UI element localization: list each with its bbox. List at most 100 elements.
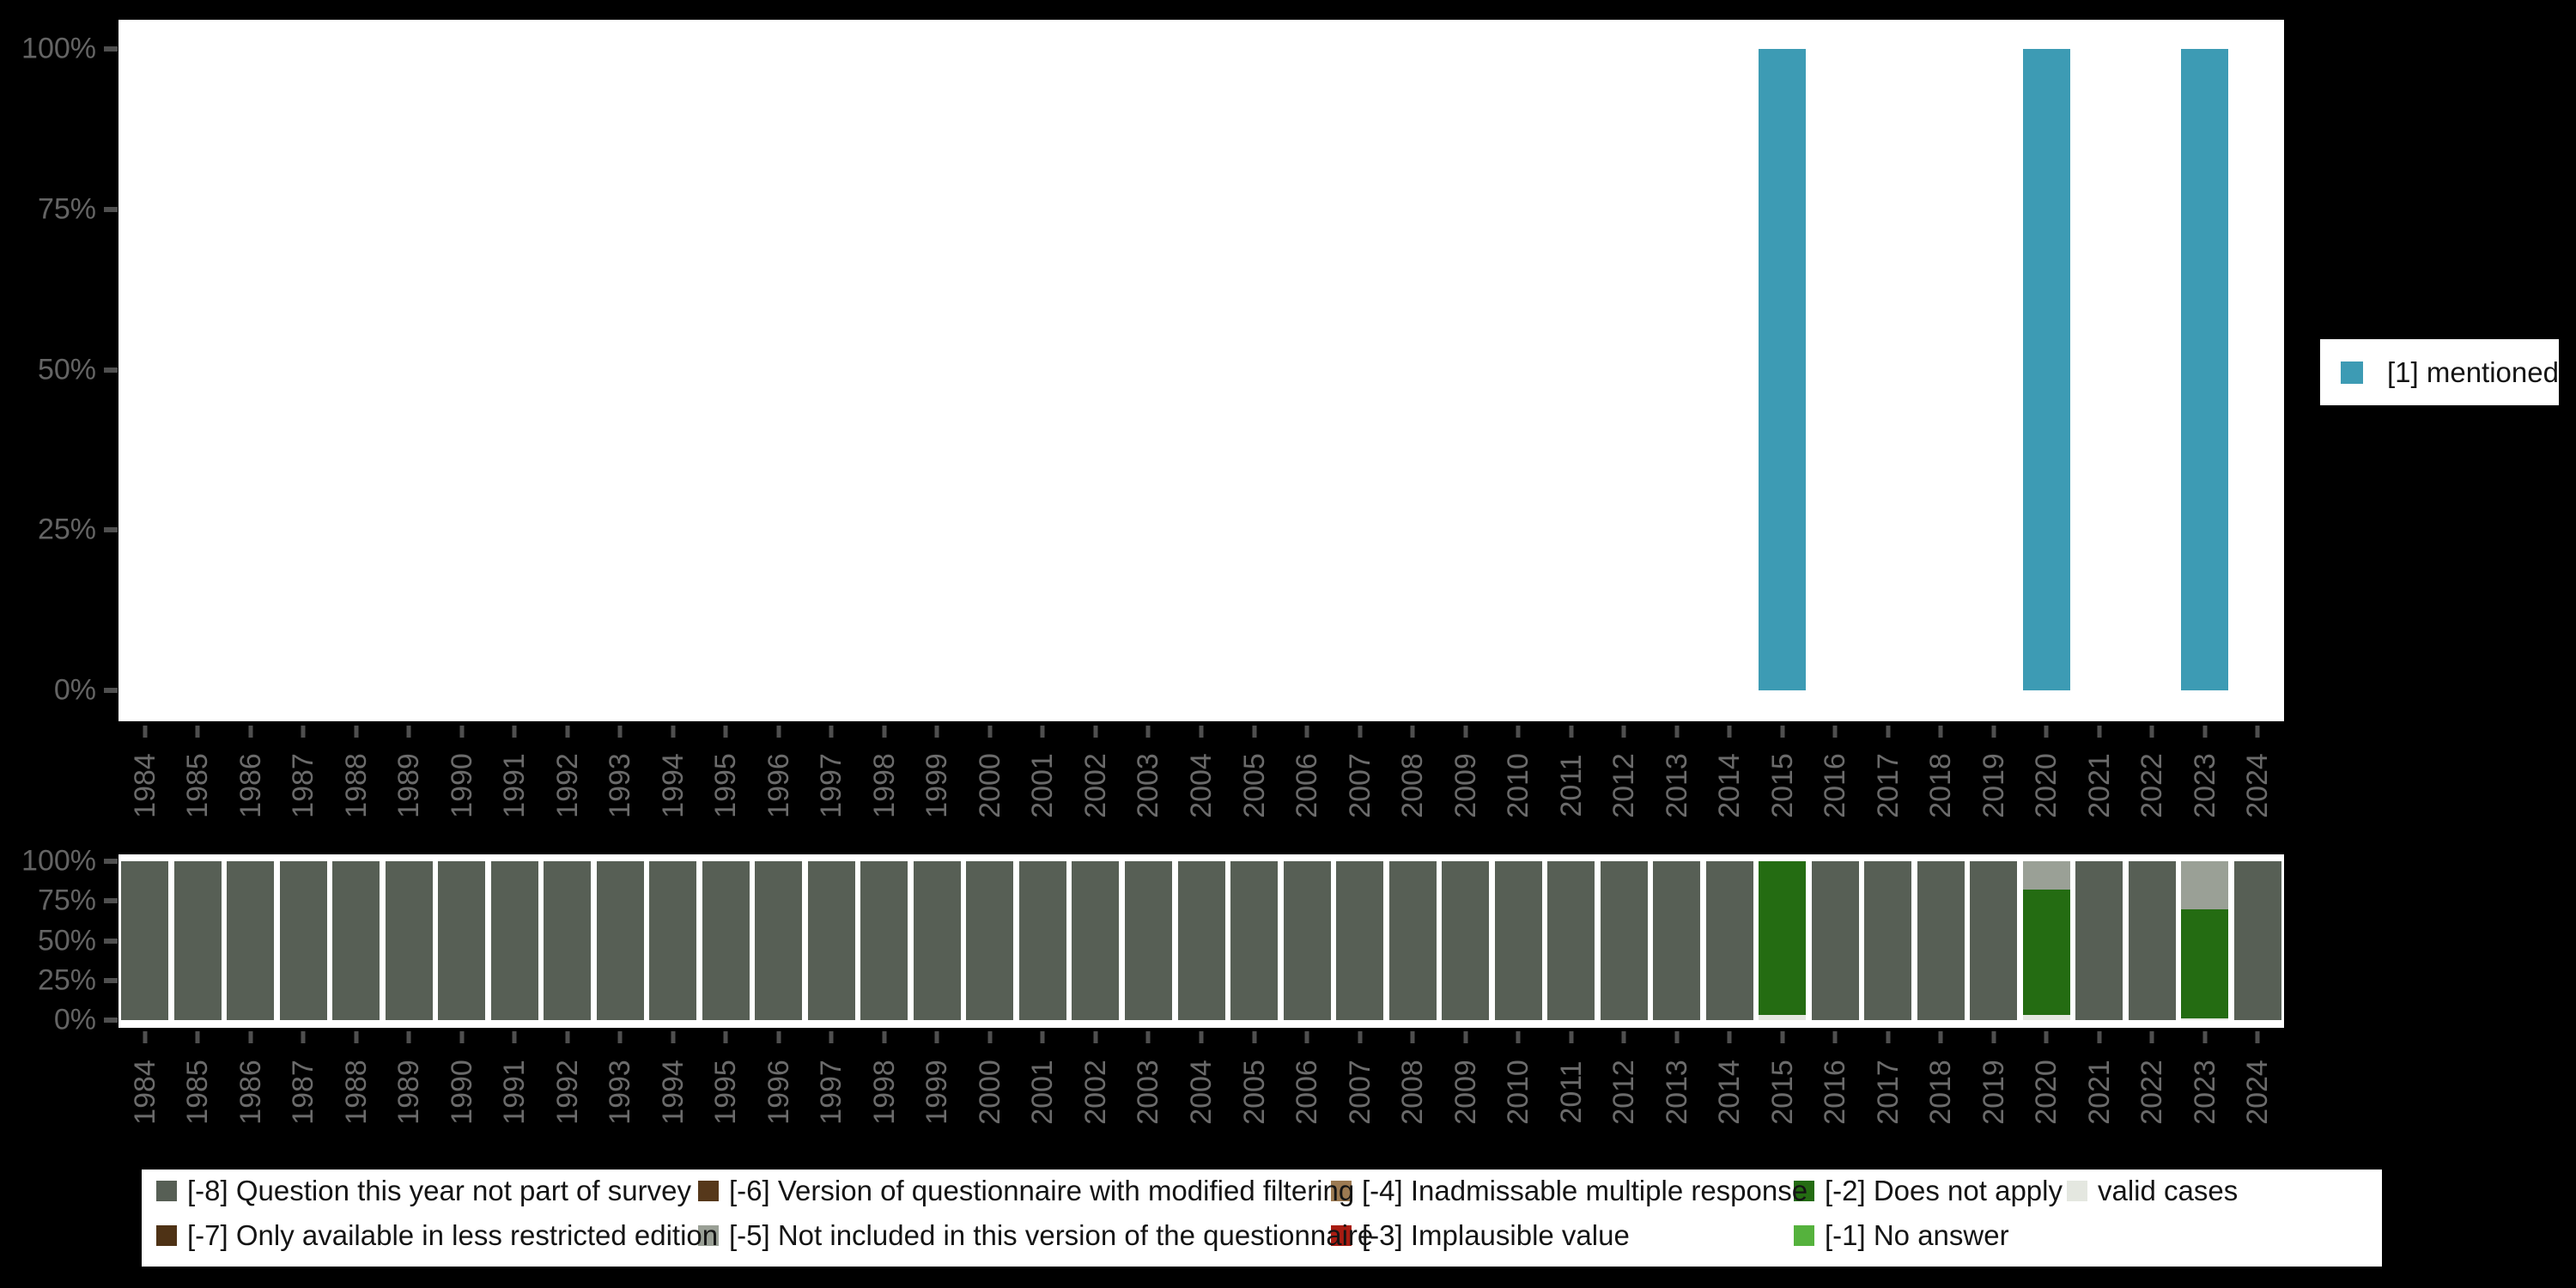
- bar-1985: [173, 854, 222, 1028]
- bar-2004: [1177, 854, 1225, 1028]
- x-tick-label-2013: 2013: [1660, 753, 1693, 818]
- x-tick-label-2020: 2020: [2030, 753, 2063, 818]
- x-tick-mark-1996: [776, 726, 781, 738]
- legend-label--5: [-5] Not included in this version of the…: [729, 1219, 1374, 1251]
- y-tick-label-75pct: 75%: [37, 192, 96, 226]
- x-tick-label-2019: 2019: [1977, 753, 2010, 818]
- x-tick-label-2006: 2006: [1291, 1060, 1324, 1125]
- bar-2011: [1547, 854, 1595, 1028]
- x-tick-label-1985: 1985: [181, 1060, 215, 1125]
- segment-2019--8: [1970, 861, 2018, 1020]
- x-tick-mark-1993: [617, 726, 623, 738]
- x-tick-label-2008: 2008: [1396, 753, 1430, 818]
- segment-1999--8: [913, 861, 961, 1020]
- bar-2015: [1759, 49, 1807, 690]
- segment-1987--8: [279, 861, 327, 1020]
- x-tick-label-2016: 2016: [1819, 753, 1852, 818]
- x-tick-label-2021: 2021: [2082, 1060, 2116, 1125]
- x-tick-label-1984: 1984: [128, 1060, 161, 1125]
- x-tick-mark-2007: [1358, 726, 1363, 738]
- x-tick-label-1987: 1987: [287, 1060, 320, 1125]
- y-tick-label-100pct: 100%: [21, 844, 96, 878]
- x-tick-label-2000: 2000: [973, 753, 1006, 818]
- segment-2016--8: [1811, 861, 1859, 1020]
- bar-2001: [1018, 854, 1066, 1028]
- x-tick-label-1984: 1984: [128, 753, 161, 818]
- x-tick-label-2004: 2004: [1185, 1060, 1218, 1125]
- x-tick-label-1989: 1989: [392, 1060, 426, 1125]
- bar-2009: [1442, 854, 1490, 1028]
- segment-2013--8: [1653, 861, 1701, 1020]
- bar-1990: [438, 854, 486, 1028]
- x-tick-mark-2024: [2255, 726, 2260, 738]
- x-tick-mark-2017: [1886, 726, 1891, 738]
- segment-1989--8: [385, 861, 433, 1020]
- x-tick-mark-2006: [1304, 1031, 1309, 1043]
- top-chart-panel: [118, 20, 2284, 721]
- legend-swatch--4: [1331, 1181, 1352, 1201]
- x-tick-label-1994: 1994: [656, 753, 690, 818]
- x-tick-label-1998: 1998: [867, 1060, 901, 1125]
- x-tick-mark-2017: [1886, 1031, 1891, 1043]
- y-tick-label-75pct: 75%: [37, 884, 96, 917]
- x-tick-mark-1989: [406, 726, 411, 738]
- x-tick-label-1990: 1990: [445, 753, 478, 818]
- y-tick-mark: [104, 938, 118, 944]
- segment-1985--8: [173, 861, 222, 1020]
- x-tick-label-1999: 1999: [920, 753, 954, 818]
- x-tick-mark-1990: [459, 726, 465, 738]
- bar-1994: [649, 854, 697, 1028]
- x-tick-mark-1985: [195, 1031, 200, 1043]
- segment-2023-valid: [2181, 1018, 2229, 1020]
- segment-2008--8: [1388, 861, 1437, 1020]
- x-tick-label-2001: 2001: [1026, 1060, 1060, 1125]
- x-tick-label-2017: 2017: [1871, 753, 1905, 818]
- x-tick-label-1992: 1992: [550, 753, 584, 818]
- x-tick-label-2001: 2001: [1026, 753, 1060, 818]
- bar-2019: [1970, 854, 2018, 1028]
- x-tick-label-1993: 1993: [604, 1060, 637, 1125]
- x-tick-mark-2019: [1991, 726, 1996, 738]
- x-tick-label-2007: 2007: [1343, 753, 1376, 818]
- bar-1991: [490, 854, 538, 1028]
- y-tick-label-0pct: 0%: [53, 1003, 96, 1036]
- segment-1997--8: [807, 861, 855, 1020]
- x-tick-mark-2008: [1410, 726, 1415, 738]
- x-tick-label-2010: 2010: [1502, 753, 1535, 818]
- x-tick-mark-2014: [1727, 1031, 1732, 1043]
- x-tick-mark-2009: [1463, 726, 1468, 738]
- legend-label--8: [-8] Question this year not part of surv…: [187, 1175, 691, 1206]
- segment-1988--8: [332, 861, 380, 1020]
- y-tick-mark: [104, 859, 118, 864]
- x-tick-label-2013: 2013: [1660, 1060, 1693, 1125]
- x-tick-mark-1998: [882, 726, 887, 738]
- x-tick-label-2018: 2018: [1924, 753, 1958, 818]
- x-tick-mark-2018: [1938, 726, 1943, 738]
- segment-2001--8: [1018, 861, 1066, 1020]
- x-tick-mark-1997: [829, 726, 834, 738]
- segment-2005--8: [1230, 861, 1278, 1020]
- x-tick-mark-1986: [248, 1031, 253, 1043]
- x-tick-mark-1993: [617, 1031, 623, 1043]
- segment-1991--8: [490, 861, 538, 1020]
- segment-1984--8: [121, 861, 169, 1020]
- x-tick-label-2023: 2023: [2188, 753, 2221, 818]
- segment-1993--8: [596, 861, 644, 1020]
- x-tick-mark-2011: [1569, 726, 1574, 738]
- bar-1999: [913, 854, 961, 1028]
- x-tick-mark-2003: [1145, 1031, 1151, 1043]
- bar-2016: [1811, 854, 1859, 1028]
- x-tick-label-2010: 2010: [1502, 1060, 1535, 1125]
- x-tick-label-1995: 1995: [709, 1060, 743, 1125]
- segment-2020--2: [2022, 890, 2070, 1016]
- x-tick-label-1986: 1986: [234, 753, 267, 818]
- x-tick-label-2000: 2000: [973, 1060, 1006, 1125]
- x-tick-label-1991: 1991: [498, 753, 532, 818]
- x-tick-mark-1989: [406, 1031, 411, 1043]
- x-tick-mark-1994: [671, 1031, 676, 1043]
- x-tick-mark-2013: [1674, 1031, 1680, 1043]
- x-tick-label-1991: 1991: [498, 1060, 532, 1125]
- segment-2006--8: [1283, 861, 1331, 1020]
- bar-2020: [2022, 854, 2070, 1028]
- x-tick-label-1992: 1992: [550, 1060, 584, 1125]
